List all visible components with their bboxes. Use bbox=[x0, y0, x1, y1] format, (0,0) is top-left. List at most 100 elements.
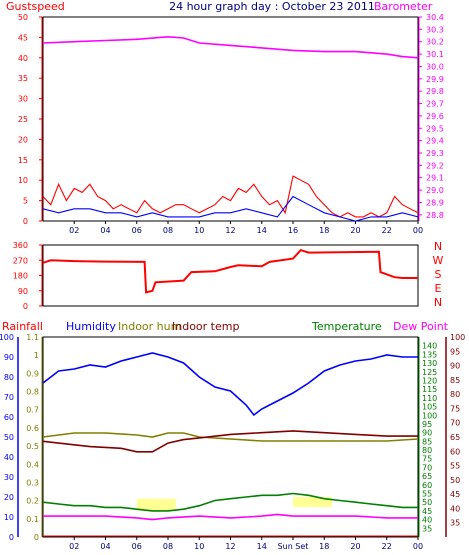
dew-tick-label: 35 bbox=[450, 519, 460, 528]
temperature-label: Temperature bbox=[311, 320, 382, 333]
x-tick-label: 20 bbox=[350, 226, 360, 235]
barometer-label: Barometer bbox=[374, 0, 433, 13]
gust-tick-label: 45 bbox=[18, 33, 28, 42]
x-tick-label: 22 bbox=[382, 226, 392, 235]
baro-tick-label: 29.2 bbox=[426, 161, 444, 170]
indoor-temp-label: Indoor temp bbox=[172, 320, 239, 333]
rain-tick-label: 40 bbox=[4, 453, 14, 462]
hum-tick-label: 0.6 bbox=[26, 424, 39, 433]
series-wind-direction bbox=[42, 248, 418, 294]
temp-tick-label: 100 bbox=[422, 411, 437, 420]
x-tick-label: 00 bbox=[413, 542, 423, 551]
dew-tick-label: 80 bbox=[450, 390, 460, 399]
compass-letter: N bbox=[434, 296, 442, 309]
hum-tick-label: 0.1 bbox=[26, 515, 39, 524]
x-tick-label: 16 bbox=[288, 226, 298, 235]
temp-tick-label: 95 bbox=[422, 420, 432, 429]
temp-tick-label: 75 bbox=[422, 455, 432, 464]
x-tick-label: 12 bbox=[225, 226, 235, 235]
baro-tick-label: 29.0 bbox=[426, 186, 444, 195]
gust-tick-label: 30 bbox=[18, 95, 28, 104]
temp-tick-label: 60 bbox=[422, 481, 432, 490]
dew-tick-label: 40 bbox=[450, 504, 460, 513]
rain-tick-label: 10 bbox=[4, 513, 14, 522]
x-tick-label: 14 bbox=[257, 542, 267, 551]
dew-tick-label: 70 bbox=[450, 419, 460, 428]
x-tick-label: 04 bbox=[100, 226, 110, 235]
dew-tick-label: 85 bbox=[450, 376, 460, 385]
rain-tick-label: 50 bbox=[4, 433, 14, 442]
x-tick-label: 20 bbox=[350, 542, 360, 551]
temp-tick-label: 125 bbox=[422, 368, 437, 377]
chart-title: 24 hour graph day : October 23 2011 bbox=[169, 0, 375, 13]
gust-tick-label: 40 bbox=[18, 54, 28, 63]
dew-tick-label: 95 bbox=[450, 347, 460, 356]
hum-tick-label: 0.8 bbox=[26, 388, 39, 397]
temp-tick-label: 45 bbox=[422, 507, 432, 516]
gust-tick-label: 0 bbox=[23, 217, 28, 226]
rain-tick-label: 90 bbox=[4, 353, 14, 362]
dew-tick-label: 60 bbox=[450, 447, 460, 456]
rain-tick-label: 80 bbox=[4, 373, 14, 382]
temp-tick-label: 135 bbox=[422, 350, 437, 359]
temp-tick-label: 55 bbox=[422, 490, 432, 499]
baro-tick-label: 29.6 bbox=[426, 112, 444, 121]
series-dew-point bbox=[43, 513, 418, 521]
baro-tick-label: 29.3 bbox=[426, 149, 444, 158]
x-tick-label: 14 bbox=[257, 226, 267, 235]
x-tick-label: 08 bbox=[163, 542, 173, 551]
baro-tick-label: 30.0 bbox=[426, 62, 444, 71]
gust-tick-label: 25 bbox=[18, 115, 28, 124]
indoor-hum-label: Indoor hum bbox=[118, 320, 181, 333]
gust-tick-label: 10 bbox=[18, 176, 28, 185]
temp-tick-label: 110 bbox=[422, 394, 437, 403]
series-gustspeed bbox=[42, 175, 419, 218]
wind-direction-panel: 0 90 180 270 360 bbox=[13, 241, 419, 311]
gust-tick-label: 20 bbox=[18, 135, 28, 144]
baro-tick-label: 29.9 bbox=[426, 75, 444, 84]
dew-tick-label: 55 bbox=[450, 462, 460, 471]
dew-point-label: Dew Point bbox=[393, 320, 449, 333]
x-tick-label: Sun Set bbox=[278, 542, 309, 551]
temp-tick-label: 105 bbox=[422, 403, 437, 412]
baro-tick-label: 29.1 bbox=[426, 174, 444, 183]
gust-tick-label: 5 bbox=[23, 197, 28, 206]
gustspeed-label: Gustspeed bbox=[6, 0, 65, 13]
hum-tick-label: 0.7 bbox=[26, 406, 39, 415]
series-indoor-temp bbox=[42, 430, 418, 453]
temp-tick-label: 80 bbox=[422, 446, 432, 455]
dir-tick-label: 270 bbox=[13, 256, 28, 265]
temp-tick-label: 120 bbox=[422, 376, 437, 385]
series-indoor-hum bbox=[42, 432, 419, 442]
rain-tick-label: 70 bbox=[4, 393, 14, 402]
baro-tick-label: 30.2 bbox=[426, 38, 444, 47]
compass-letter: E bbox=[435, 282, 442, 295]
temp-tick-label: 140 bbox=[422, 342, 437, 351]
compass-letter: N bbox=[434, 240, 442, 253]
rain-tick-label: 60 bbox=[4, 413, 14, 422]
x-tick-label: 02 bbox=[69, 226, 79, 235]
x-tick-label: 22 bbox=[382, 542, 392, 551]
dir-tick-label: 360 bbox=[13, 241, 28, 250]
dew-tick-label: 45 bbox=[450, 490, 460, 499]
humidity-label: Humidity bbox=[66, 320, 116, 333]
temperature-humidity-panel: 010203040506070809010000.10.20.30.40.50.… bbox=[0, 333, 465, 551]
dew-tick-label: 90 bbox=[450, 362, 460, 371]
hum-tick-label: 0.5 bbox=[26, 442, 39, 451]
hum-tick-label: 0.9 bbox=[26, 369, 39, 378]
baro-tick-label: 29.5 bbox=[426, 124, 444, 133]
compass-letter: S bbox=[435, 268, 442, 281]
temp-tick-label: 50 bbox=[422, 498, 432, 507]
temp-tick-label: 90 bbox=[422, 429, 432, 438]
temp-tick-label: 70 bbox=[422, 463, 432, 472]
plot-frame bbox=[42, 244, 419, 307]
baro-tick-label: 28.8 bbox=[426, 211, 444, 220]
rain-tick-label: 20 bbox=[4, 493, 14, 502]
temp-tick-label: 130 bbox=[422, 359, 437, 368]
baro-tick-label: 29.7 bbox=[426, 100, 444, 109]
x-tick-label: 00 bbox=[413, 226, 423, 235]
plot-frame bbox=[42, 16, 419, 222]
series-temperature bbox=[42, 492, 418, 512]
baro-tick-label: 30.1 bbox=[426, 50, 444, 59]
dir-tick-label: 0 bbox=[23, 302, 28, 311]
